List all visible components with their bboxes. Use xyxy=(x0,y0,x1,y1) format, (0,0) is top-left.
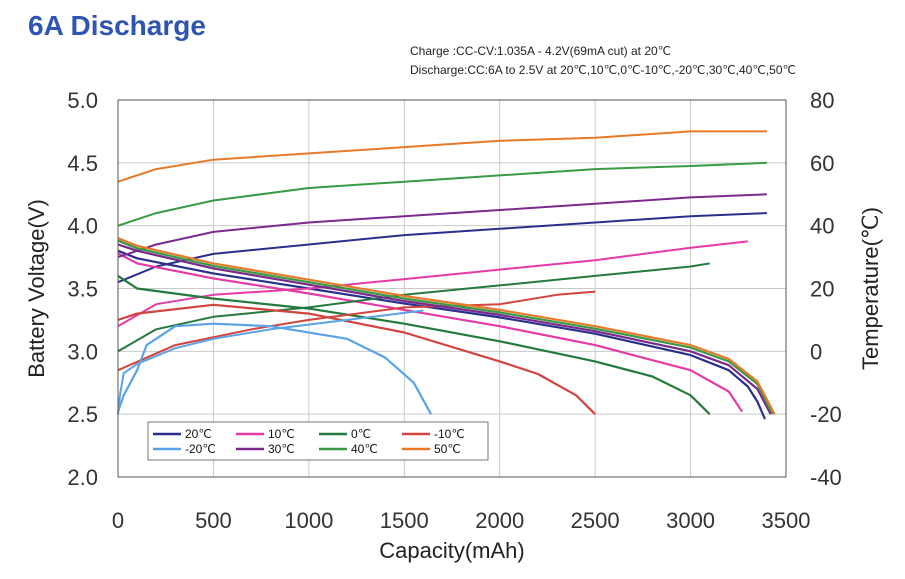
x-tick-label: 3500 xyxy=(762,508,811,533)
y2-tick-label: 40 xyxy=(810,214,834,239)
legend: 20℃ 10℃ 0℃ -10℃ -20℃ 30℃ 40℃ 50℃ xyxy=(147,421,489,461)
y2-tick-label: -20 xyxy=(810,402,842,427)
y-tick-label: 4.0 xyxy=(67,214,98,239)
legend-label: 50℃ xyxy=(434,442,461,456)
y-tick-label: 3.0 xyxy=(67,339,98,364)
plot-frame xyxy=(117,99,787,478)
temperature-line-20 xyxy=(117,212,767,284)
y-axis-label: Battery Voltage(V) xyxy=(24,199,49,378)
y-tick-label: 4.5 xyxy=(67,151,98,176)
temperature-line-50 xyxy=(117,130,767,183)
chart-title: 6A Discharge xyxy=(28,10,206,41)
x-tick-label: 1500 xyxy=(380,508,429,533)
y2-tick-label: 80 xyxy=(810,88,834,113)
discharge-condition-text: Discharge:CC:6A to 2.5V at 20℃,10℃,0℃-10… xyxy=(410,63,796,77)
x-tick-label: 2000 xyxy=(475,508,524,533)
y2-tick-label: 60 xyxy=(810,151,834,176)
x-tick-label: 2500 xyxy=(571,508,620,533)
tick-labels: 0 500 1000 1500 2000 2500 3000 3500 2.0 2.5 3.0 3.5… xyxy=(67,88,841,533)
voltage-line--20 xyxy=(116,322,432,415)
voltage-line-30 xyxy=(117,243,772,415)
voltage-line-40 xyxy=(117,239,774,415)
legend-label: -10℃ xyxy=(434,427,465,441)
x-tick-label: 0 xyxy=(112,508,124,533)
x-tick-label: 3000 xyxy=(666,508,715,533)
legend-label: -20℃ xyxy=(185,442,216,456)
temperature-line--20 xyxy=(117,309,424,415)
temperature-line-40 xyxy=(117,161,767,227)
voltage-line-0 xyxy=(117,274,711,415)
temperature-line-30 xyxy=(117,193,767,259)
voltage-line-10 xyxy=(117,252,744,413)
y-tick-label: 3.5 xyxy=(67,277,98,302)
y-tick-label: 2.5 xyxy=(67,402,98,427)
y-tick-label: 2.0 xyxy=(67,465,98,490)
series-layer xyxy=(116,130,776,420)
grid-lines xyxy=(118,100,786,477)
x-tick-label: 1000 xyxy=(284,508,333,533)
y2-tick-label: 0 xyxy=(810,339,822,364)
voltage-line-20 xyxy=(117,249,767,420)
y2-tick-label: 20 xyxy=(810,277,834,302)
temperature-line--10 xyxy=(117,290,596,372)
y2-axis-label: Temperature(℃) xyxy=(858,207,883,370)
legend-label: 20℃ xyxy=(185,427,212,441)
voltage-line-50 xyxy=(117,237,776,415)
legend-box xyxy=(147,421,489,461)
y-tick-label: 5.0 xyxy=(67,88,98,113)
voltage-line--10 xyxy=(117,303,596,415)
legend-label: 0℃ xyxy=(351,427,371,441)
legend-label: 10℃ xyxy=(268,427,295,441)
temperature-line-10 xyxy=(117,240,748,328)
legend-label: 40℃ xyxy=(351,442,378,456)
x-tick-label: 500 xyxy=(195,508,232,533)
legend-label: 30℃ xyxy=(268,442,295,456)
x-axis-label: Capacity(mAh) xyxy=(379,538,524,563)
y2-tick-label: -40 xyxy=(810,465,842,490)
charge-condition-text: Charge :CC-CV:1.035A - 4.2V(69mA cut) at… xyxy=(410,44,672,58)
